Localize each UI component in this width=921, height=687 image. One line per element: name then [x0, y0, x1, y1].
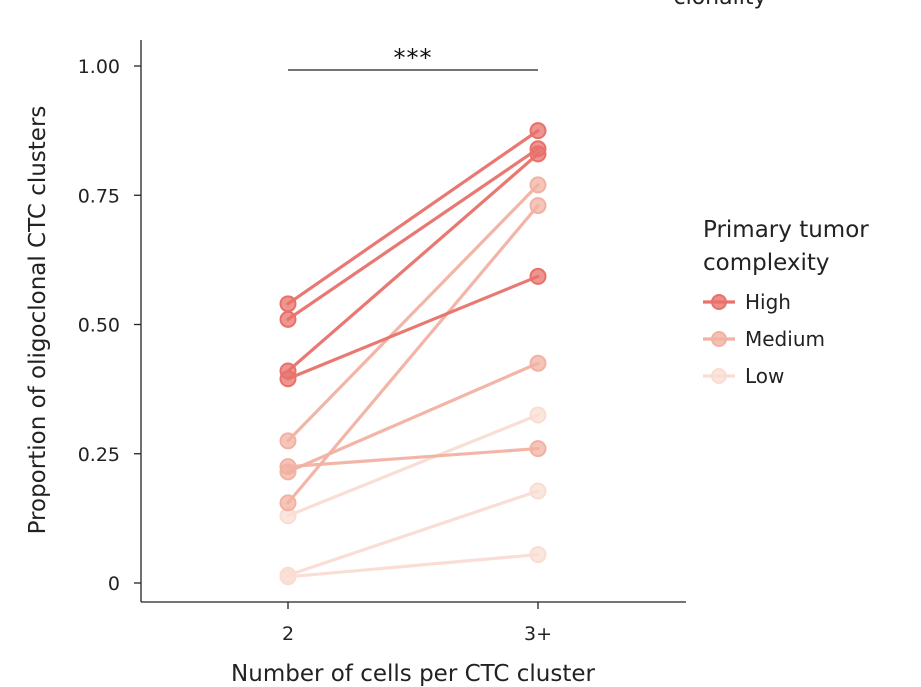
legend-label: Low [745, 364, 784, 388]
series-high [279, 140, 547, 328]
data-point [279, 463, 297, 481]
legend-swatch-marker [711, 294, 727, 310]
series-line [286, 446, 540, 469]
data-point [529, 267, 547, 285]
legend-entry-high: High [703, 290, 791, 314]
legend-entry-low: Low [703, 364, 784, 388]
y-tick-label: 1.00 [78, 56, 120, 78]
data-point [529, 546, 547, 564]
series-line [286, 413, 540, 518]
legend-label: High [745, 290, 791, 314]
significance-label: *** [394, 44, 433, 72]
series-line [286, 183, 540, 443]
legend-title-line-2: complexity [703, 250, 830, 276]
data-point [279, 295, 297, 313]
y-tick-label: 0.75 [78, 185, 120, 207]
series-low [279, 482, 547, 584]
series-layer [279, 122, 547, 586]
legend-label: Medium [745, 327, 825, 351]
series-high [279, 267, 547, 388]
series-medium [279, 176, 547, 450]
significance-bracket: *** [288, 44, 538, 72]
y-ticks: 0 0.25 0.50 0.75 1.00 [78, 56, 141, 595]
data-point [279, 432, 297, 450]
series-line [286, 147, 540, 321]
x-tick-label: 3+ [524, 623, 552, 645]
series-line [286, 274, 540, 381]
x-tick-label: 2 [282, 623, 294, 645]
data-point [279, 494, 297, 512]
data-point [279, 370, 297, 388]
series-line [286, 152, 540, 373]
data-point [529, 145, 547, 163]
series-low [279, 546, 547, 586]
legend-swatch-marker [711, 331, 727, 347]
data-point [279, 310, 297, 328]
legend-swatch-marker [711, 368, 727, 384]
series-medium [279, 354, 547, 481]
series-line [286, 489, 540, 577]
series-line [286, 129, 540, 306]
series-line [286, 361, 540, 474]
data-point [529, 440, 547, 458]
legend-entry-medium: Medium [703, 327, 825, 351]
data-point [529, 197, 547, 215]
series-high [279, 145, 547, 380]
x-axis-title: Number of cells per CTC cluster [231, 661, 595, 687]
x-ticks: 2 3+ [282, 602, 552, 645]
axes [140, 40, 686, 603]
y-tick-label: 0.50 [78, 315, 120, 337]
data-point [529, 406, 547, 424]
data-point [279, 568, 297, 586]
y-tick-label: 0 [108, 573, 120, 595]
data-point [529, 122, 547, 140]
legend: Primary tumor complexity High Medium Low [703, 217, 869, 388]
data-point [529, 176, 547, 194]
top-cut-text: clonality [674, 0, 767, 10]
legend-title-line-1: Primary tumor [703, 217, 869, 243]
series-line [286, 552, 540, 579]
series-medium [279, 197, 547, 512]
legend-entries: High Medium Low [703, 290, 825, 388]
data-point [529, 354, 547, 372]
y-axis-title: Proportion of oligoclonal CTC clusters [25, 106, 51, 535]
data-point [529, 482, 547, 500]
y-tick-label: 0.25 [78, 444, 120, 466]
